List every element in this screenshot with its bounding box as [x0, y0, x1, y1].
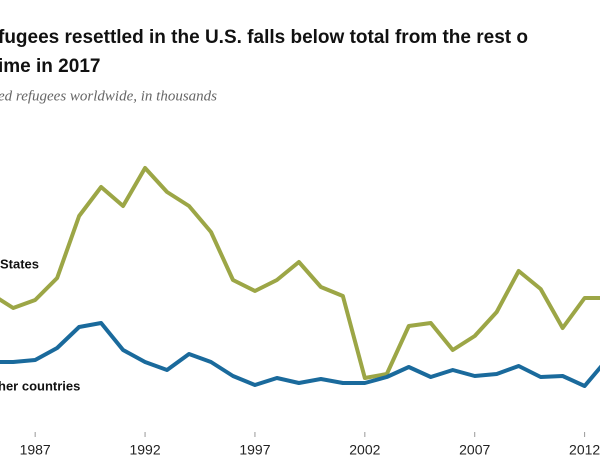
x-tick-label: 2007 [459, 442, 490, 458]
x-tick-label: 2012 [569, 442, 600, 458]
chart-subtitle: ed refugees worldwide, in thousands [0, 88, 217, 104]
chart-title: ime in 2017 [0, 56, 100, 77]
series-label: States [0, 256, 39, 271]
x-tick-label: 1992 [129, 442, 160, 458]
series-label: her countries [0, 378, 80, 393]
series-line [0, 166, 600, 380]
x-tick-label: 1997 [239, 442, 270, 458]
series-line [0, 321, 600, 388]
x-tick-label: 2002 [349, 442, 380, 458]
plot-area [0, 166, 600, 388]
x-tick-label: 1987 [20, 442, 51, 458]
chart-title: fugees resettled in the U.S. falls below… [0, 27, 528, 48]
